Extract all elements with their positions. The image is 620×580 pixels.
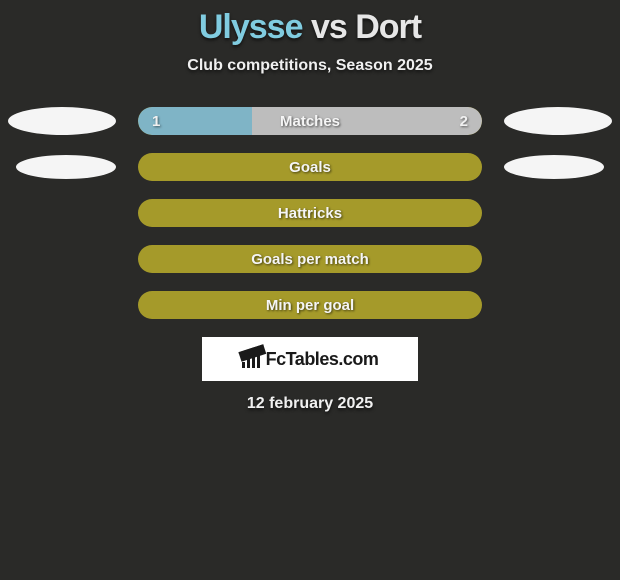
player-right-avatar [504,155,604,179]
stat-row: Hattricks [0,199,620,227]
title-vs: vs [311,8,347,46]
player-left-name: Ulysse [199,8,303,46]
bar-value-right: 2 [460,113,468,130]
bar-label: Hattricks [138,205,482,222]
footer-date: 12 february 2025 [0,395,620,413]
stat-bar: 12Matches [138,107,482,135]
comparison-card: Ulysse vs Dort Club competitions, Season… [0,0,620,413]
bar-value-left: 1 [152,113,160,130]
stat-bar: Goals [138,153,482,181]
chart-icon [242,350,260,368]
stat-rows: 12MatchesGoalsHattricksGoals per matchMi… [0,107,620,319]
stat-row: 12Matches [0,107,620,135]
bar-label: Goals per match [138,251,482,268]
stat-bar: Hattricks [138,199,482,227]
player-right-avatar [504,107,612,135]
bar-fill-right [252,107,482,135]
source-logo: FcTables.com [202,337,418,381]
card-subtitle: Club competitions, Season 2025 [0,57,620,75]
stat-bar: Min per goal [138,291,482,319]
stat-bar: Goals per match [138,245,482,273]
stat-row: Goals [0,153,620,181]
stat-row: Min per goal [0,291,620,319]
player-left-avatar [16,155,116,179]
bar-label: Min per goal [138,297,482,314]
bar-label: Goals [138,159,482,176]
logo-text: FcTables.com [266,349,379,370]
stat-row: Goals per match [0,245,620,273]
card-title: Ulysse vs Dort [0,8,620,47]
player-left-avatar [8,107,116,135]
player-right-name: Dort [355,8,421,46]
